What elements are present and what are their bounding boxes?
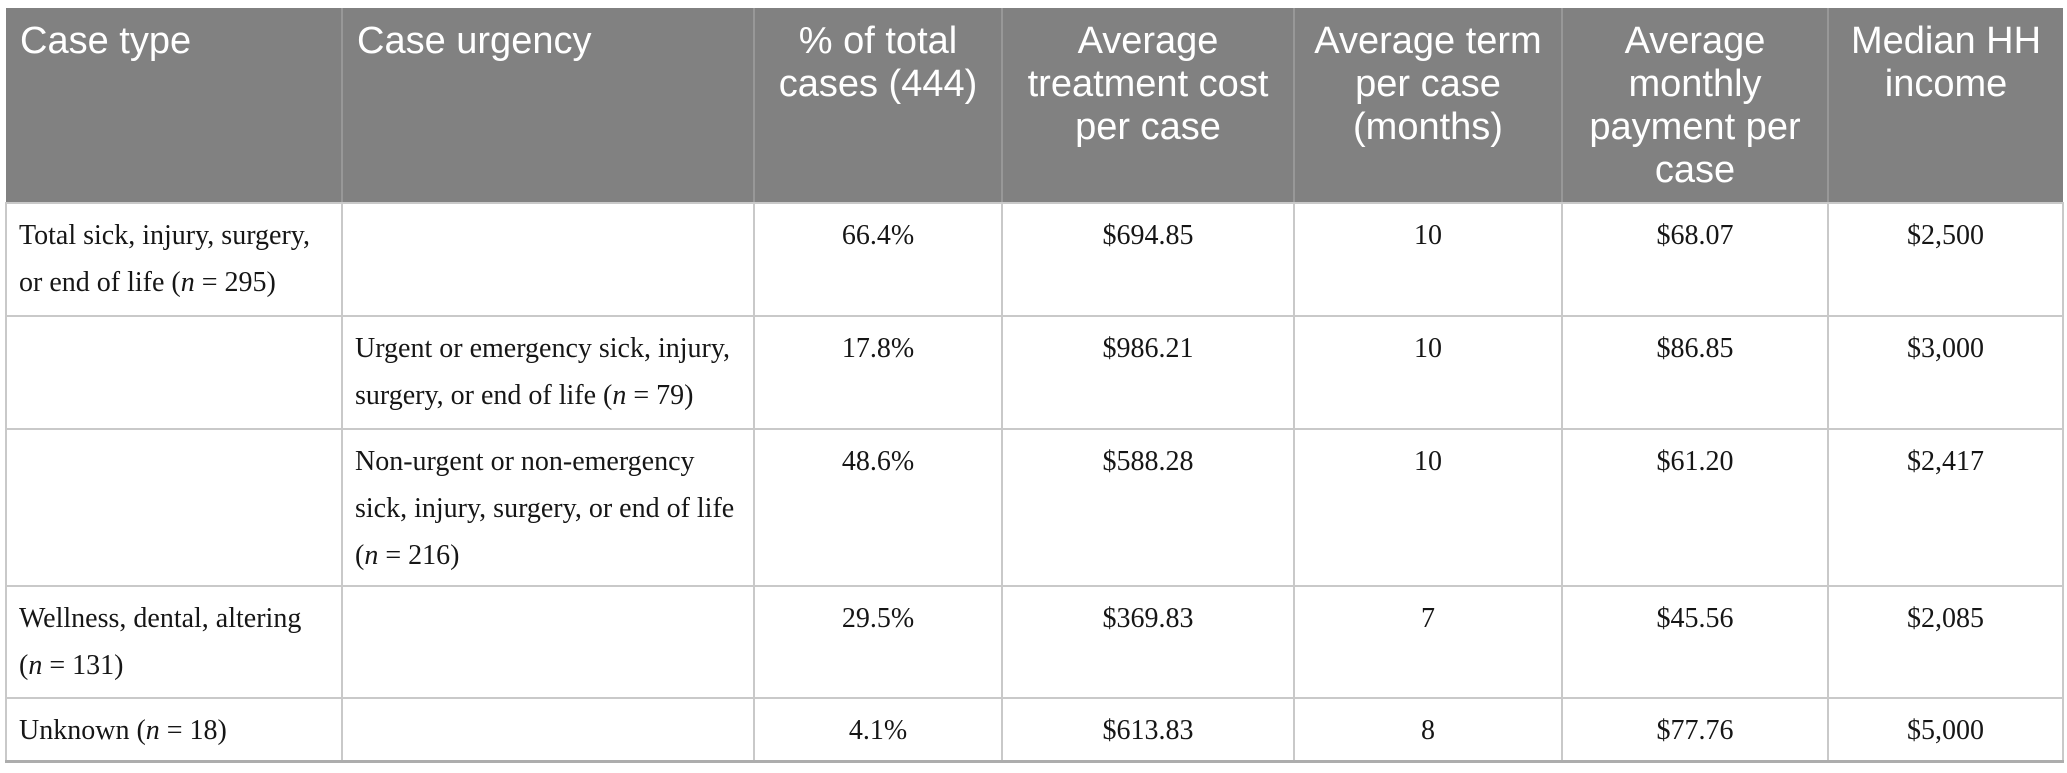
avg-monthly-payment-cell: $77.76: [1561, 697, 1829, 763]
avg-term-months-cell: 10: [1293, 202, 1563, 317]
avg-term-months-cell: 7: [1293, 585, 1563, 699]
case-urgency-cell: Non-urgent or non-emergency sick, injury…: [341, 428, 755, 587]
case-summary-table: Case type Case urgency % of total cases …: [5, 8, 2064, 763]
case-urgency-cell: [341, 202, 755, 317]
median-hh-income-cell: $2,500: [1827, 202, 2064, 317]
case-type-cell: Unknown (n = 18): [5, 697, 343, 763]
table-row: Unknown (n = 18) 4.1% $613.83 8 $77.76 $…: [5, 697, 2064, 763]
avg-term-months-cell: 8: [1293, 697, 1563, 763]
median-hh-income-cell: $2,085: [1827, 585, 2064, 699]
avg-monthly-payment-cell: $68.07: [1561, 202, 1829, 317]
column-header-pct-of-total-cases: % of total cases (444): [753, 8, 1002, 204]
case-urgency-cell: Urgent or emergency sick, injury, surger…: [341, 315, 755, 430]
table-row: Non-urgent or non-emergency sick, injury…: [5, 428, 2064, 587]
case-type-cell: Wellness, dental, altering (n = 131): [5, 585, 343, 699]
avg-treatment-cost-cell: $986.21: [1001, 315, 1295, 430]
median-hh-income-cell: $5,000: [1827, 697, 2064, 763]
pct-of-total-cases-cell: 4.1%: [753, 697, 1003, 763]
case-urgency-cell: [341, 697, 755, 763]
case-type-cell: [5, 428, 343, 587]
pct-of-total-cases-cell: 66.4%: [753, 202, 1003, 317]
median-hh-income-cell: $2,417: [1827, 428, 2064, 587]
avg-treatment-cost-cell: $588.28: [1001, 428, 1295, 587]
table-header: Case type Case urgency % of total cases …: [6, 8, 2063, 204]
avg-monthly-payment-cell: $61.20: [1561, 428, 1829, 587]
column-header-avg-treatment-cost: Average treatment cost per case: [1001, 8, 1294, 204]
column-header-case-urgency: Case urgency: [341, 8, 754, 204]
column-header-avg-monthly-payment: Average monthly payment per case: [1561, 8, 1828, 204]
pct-of-total-cases-cell: 48.6%: [753, 428, 1003, 587]
case-type-cell: [5, 315, 343, 430]
case-urgency-cell: [341, 585, 755, 699]
table-row: Total sick, injury, surgery, or end of l…: [5, 202, 2064, 317]
avg-treatment-cost-cell: $694.85: [1001, 202, 1295, 317]
case-type-cell: Total sick, injury, surgery, or end of l…: [5, 202, 343, 317]
column-header-case-type: Case type: [6, 8, 342, 204]
pct-of-total-cases-cell: 17.8%: [753, 315, 1003, 430]
avg-term-months-cell: 10: [1293, 315, 1563, 430]
median-hh-income-cell: $3,000: [1827, 315, 2064, 430]
column-header-avg-term-months: Average term per case (months): [1293, 8, 1562, 204]
column-header-median-hh-income: Median HH income: [1827, 8, 2063, 204]
avg-term-months-cell: 10: [1293, 428, 1563, 587]
avg-monthly-payment-cell: $86.85: [1561, 315, 1829, 430]
table-body: Total sick, injury, surgery, or end of l…: [5, 202, 2064, 763]
table-row: Urgent or emergency sick, injury, surger…: [5, 315, 2064, 430]
case-summary-table-container: Case type Case urgency % of total cases …: [5, 8, 2064, 763]
avg-treatment-cost-cell: $613.83: [1001, 697, 1295, 763]
pct-of-total-cases-cell: 29.5%: [753, 585, 1003, 699]
header-row: Case type Case urgency % of total cases …: [6, 8, 2063, 204]
avg-treatment-cost-cell: $369.83: [1001, 585, 1295, 699]
table-row: Wellness, dental, altering (n = 131) 29.…: [5, 585, 2064, 699]
avg-monthly-payment-cell: $45.56: [1561, 585, 1829, 699]
